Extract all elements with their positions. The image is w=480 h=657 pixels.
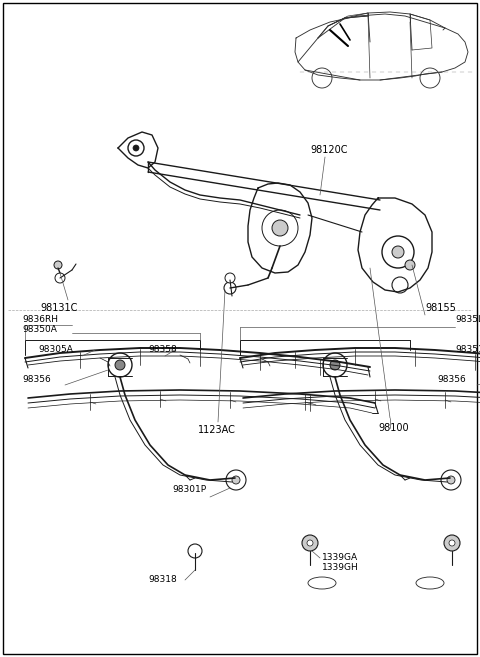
Circle shape [224,282,236,294]
Circle shape [226,470,246,490]
Circle shape [115,360,125,370]
Circle shape [225,273,235,283]
Circle shape [232,476,240,484]
Circle shape [323,353,347,377]
Text: 98356: 98356 [437,376,466,384]
Circle shape [272,220,288,236]
Circle shape [330,360,340,370]
Circle shape [382,236,414,268]
Circle shape [449,540,455,546]
Text: 98358: 98358 [148,346,177,355]
Text: 98301P: 98301P [172,486,206,495]
Text: 1339GA: 1339GA [322,553,358,562]
Circle shape [108,353,132,377]
Circle shape [444,535,460,551]
Circle shape [392,277,408,293]
Circle shape [405,260,415,270]
Text: 98120C: 98120C [310,145,348,155]
Text: 98351: 98351 [455,346,480,355]
Text: 9835LH: 9835LH [455,315,480,325]
Circle shape [55,273,65,283]
Text: 98100: 98100 [378,423,408,433]
Text: 98131C: 98131C [40,303,77,313]
Circle shape [441,470,461,490]
Circle shape [392,246,404,258]
Circle shape [307,540,313,546]
Text: 98305A: 98305A [38,346,73,355]
Circle shape [188,544,202,558]
Text: 98350A: 98350A [22,325,57,334]
Circle shape [133,145,139,151]
Text: 1123AC: 1123AC [198,425,236,435]
Circle shape [447,476,455,484]
Circle shape [54,261,62,269]
Circle shape [302,535,318,551]
Text: 98155: 98155 [425,303,456,313]
Text: 9836RH: 9836RH [22,315,58,325]
Text: 1339GH: 1339GH [322,564,359,572]
Text: 98318: 98318 [148,576,177,585]
Circle shape [128,140,144,156]
Text: 98356: 98356 [22,376,51,384]
